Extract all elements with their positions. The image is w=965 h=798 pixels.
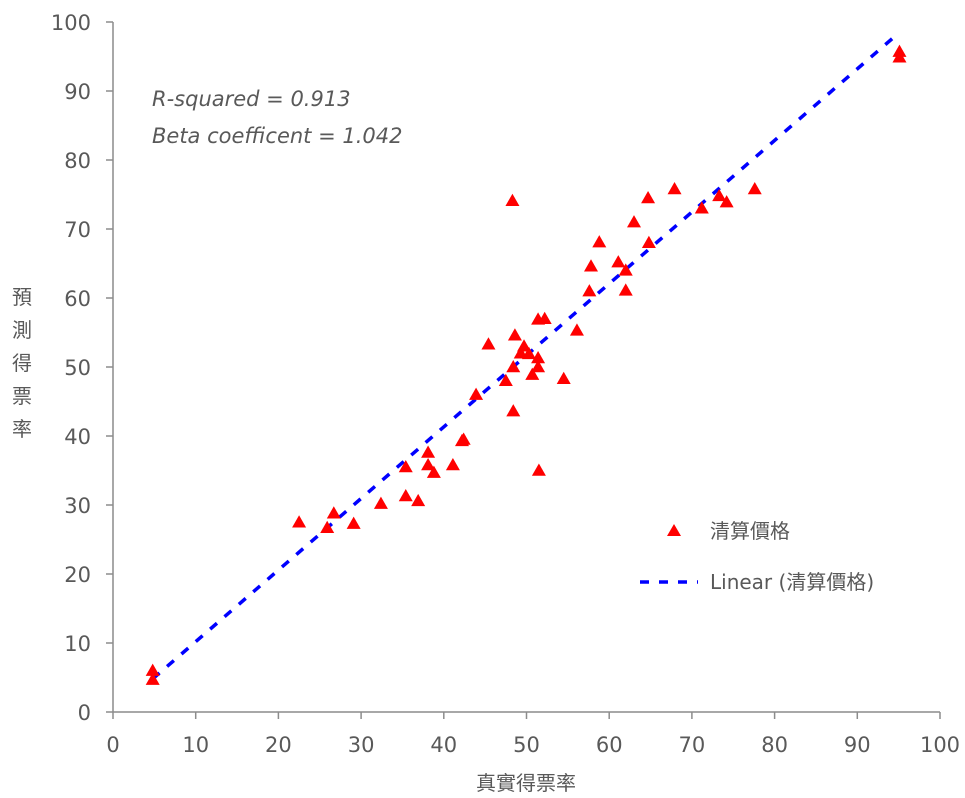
data-point [498, 373, 513, 387]
data-point [398, 489, 413, 502]
x-tick-labels: 0 10 20 30 40 50 60 70 80 90 100 [106, 733, 960, 757]
y-tick-labels: 0 10 20 30 40 50 60 70 80 90 100 [51, 11, 91, 725]
x-tick-label: 30 [348, 733, 375, 757]
data-point [531, 360, 546, 373]
data-point [584, 259, 599, 272]
x-tick-label: 80 [761, 733, 788, 757]
data-point [667, 181, 682, 195]
x-tick-label: 70 [679, 733, 706, 757]
data-point [611, 255, 626, 268]
y-tick-label: 80 [64, 149, 91, 173]
data-point [892, 50, 907, 63]
y-tick-label: 70 [64, 218, 91, 242]
annotation-beta: Beta coefficent = 1.042 [152, 124, 402, 148]
data-point [694, 201, 709, 214]
x-tick-label: 40 [430, 733, 457, 757]
data-point [537, 311, 552, 324]
data-point [426, 465, 441, 478]
data-point [505, 193, 520, 206]
y-tick-label: 50 [64, 356, 91, 380]
data-point [421, 457, 436, 471]
data-point [346, 516, 361, 529]
legend: 清算價格 Linear (清算價格) [640, 519, 874, 594]
data-point [145, 672, 160, 685]
data-point [506, 360, 521, 373]
y-tick-label: 30 [64, 494, 91, 518]
data-points [145, 44, 907, 685]
data-point [326, 506, 341, 519]
data-point [556, 371, 571, 384]
annotation-r-squared: R-squared = 0.913 [152, 87, 351, 111]
data-point [531, 351, 546, 364]
legend-label-series: 清算價格 [710, 519, 790, 543]
data-point [456, 432, 471, 445]
data-point [618, 283, 633, 296]
x-tick-label: 90 [844, 733, 871, 757]
y-tick-label: 20 [64, 563, 91, 587]
data-point [719, 195, 734, 208]
legend-label-trendline: Linear (清算價格) [710, 570, 874, 594]
data-point [712, 188, 727, 202]
legend-marker-triangle [667, 524, 681, 536]
data-point [507, 328, 522, 341]
data-point [398, 460, 413, 473]
x-tick-label: 0 [106, 733, 119, 757]
data-point [531, 463, 546, 476]
data-point [517, 339, 532, 352]
data-point [421, 445, 436, 458]
data-point [569, 323, 584, 336]
data-point [506, 404, 521, 417]
y-tick-label: 10 [64, 632, 91, 656]
data-point [627, 215, 642, 228]
data-point [373, 496, 388, 509]
axis-ticks [106, 21, 941, 719]
data-point [320, 520, 335, 534]
data-point [481, 337, 496, 350]
data-point [618, 263, 633, 276]
x-axis-title: 真實得票率 [476, 771, 576, 795]
data-point [592, 235, 607, 248]
y-tick-label: 100 [51, 11, 91, 35]
data-point [445, 457, 460, 471]
y-axis-title: 預測得票率 [12, 285, 32, 441]
data-point [582, 284, 597, 297]
y-tick-label: 0 [78, 701, 91, 725]
data-point [469, 387, 484, 400]
x-tick-label: 100 [920, 733, 960, 757]
x-tick-label: 60 [596, 733, 623, 757]
data-point [525, 367, 540, 380]
data-point [411, 493, 426, 507]
data-point [641, 190, 656, 204]
x-tick-label: 10 [182, 733, 209, 757]
data-point [145, 663, 160, 676]
data-point [641, 235, 656, 249]
x-tick-label: 50 [513, 733, 540, 757]
x-tick-label: 20 [265, 733, 292, 757]
data-point [521, 346, 536, 360]
data-point [292, 515, 307, 528]
y-tick-label: 90 [64, 80, 91, 104]
trendline [151, 31, 901, 681]
y-tick-label: 40 [64, 425, 91, 449]
y-tick-label: 60 [64, 287, 91, 311]
data-point [747, 181, 762, 195]
